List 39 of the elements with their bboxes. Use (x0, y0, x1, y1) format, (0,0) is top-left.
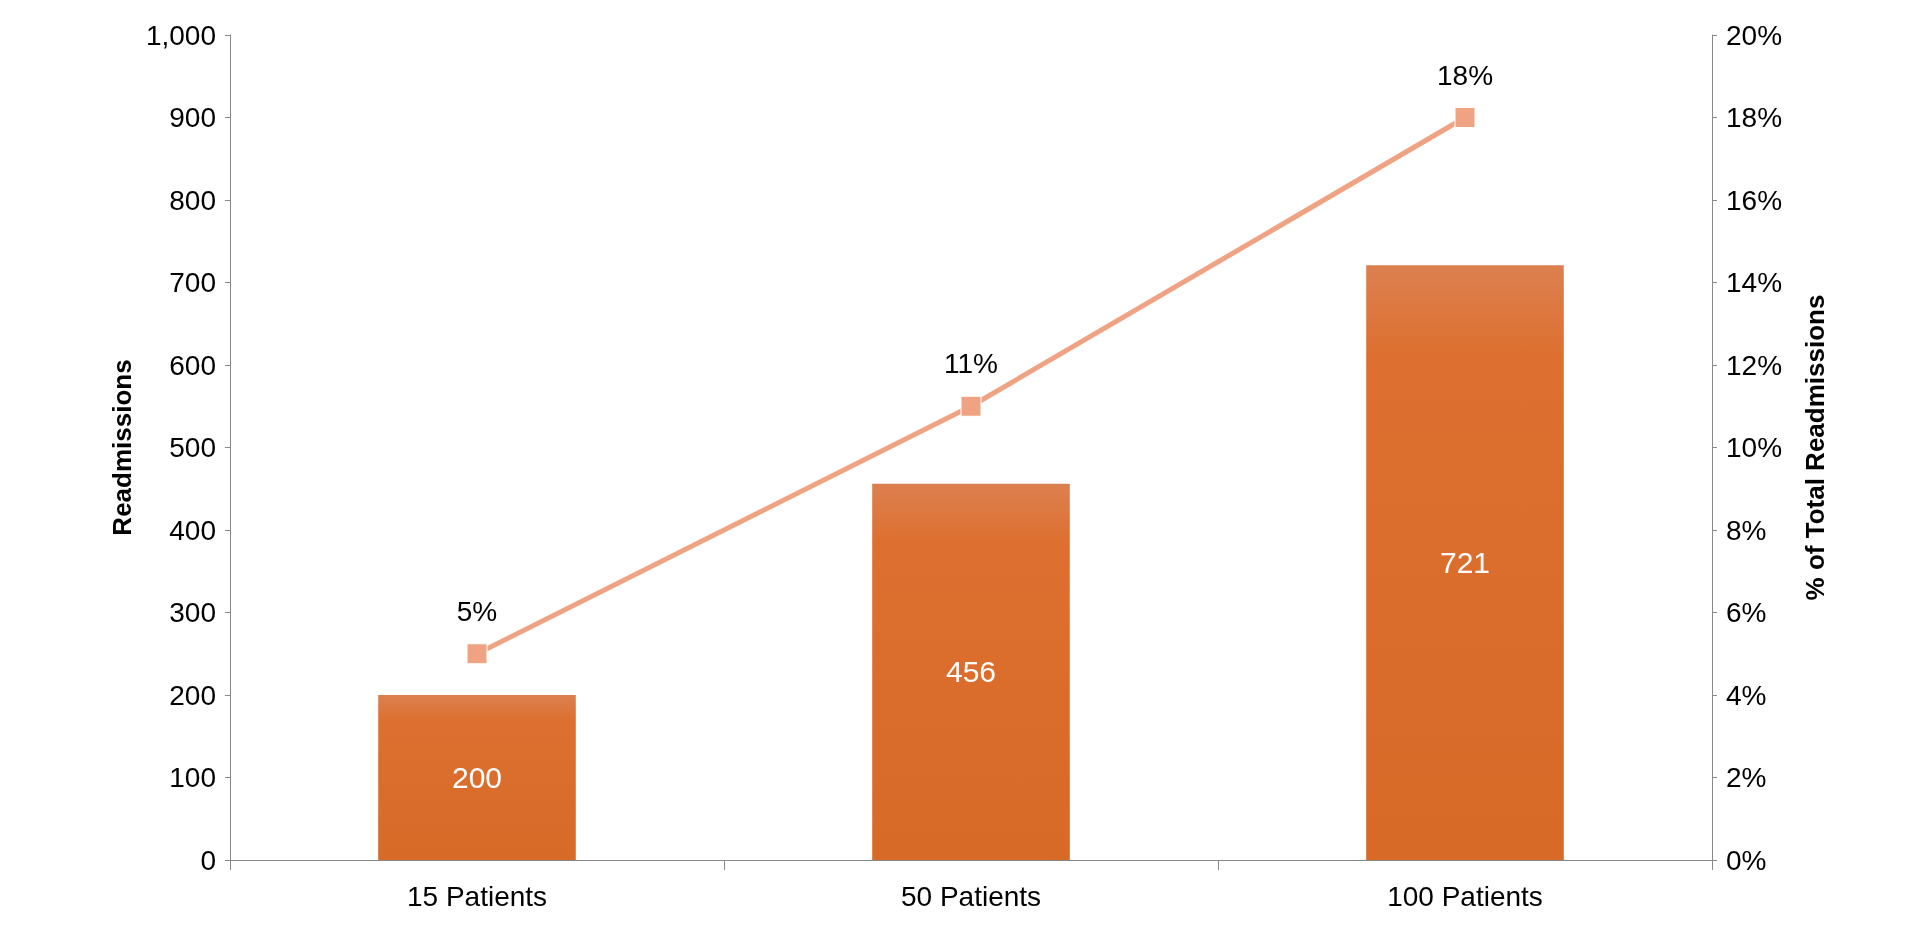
y2-tick-label: 12% (1726, 349, 1783, 381)
y-tick-label: 500 (169, 432, 216, 463)
y2-axis-title: % of Total Readmissions (1800, 294, 1830, 601)
y-tick-label: 600 (169, 349, 216, 381)
y2-tick-label: 6% (1726, 597, 1767, 628)
point (466, 643, 488, 665)
y2-tick-label: 10% (1726, 432, 1783, 463)
point (1454, 107, 1476, 128)
y2-tick-label: 4% (1726, 679, 1767, 711)
y-tick-label: 400 (169, 514, 216, 546)
y2-tick-label: 16% (1726, 184, 1783, 216)
data-label: 18% (1436, 59, 1494, 91)
y-tick-label: 700 (169, 267, 216, 298)
y2-tick-label: 14% (1726, 267, 1783, 298)
bar (378, 695, 576, 860)
data-label: 5% (456, 595, 498, 627)
y2-tick-label: 18% (1726, 102, 1783, 133)
y2-tick-label: 20% (1726, 19, 1783, 51)
x-tick-label: 50 Patients (900, 880, 1042, 912)
y2-tick-label: 2% (1726, 762, 1767, 793)
y-tick-label: 800 (169, 184, 216, 216)
x-tick-label: 15 Patients (406, 880, 548, 912)
data-label: 456 (945, 655, 997, 689)
y-tick-label: 0 (200, 844, 216, 876)
y-tick-label: 200 (169, 679, 216, 711)
data-label: 721 (1439, 546, 1491, 580)
y2-tick-label: 8% (1726, 514, 1767, 546)
y-tick-label: 100 (169, 762, 216, 793)
y-tick-label: 300 (169, 597, 216, 628)
y-tick-label: 1,000 (145, 19, 216, 51)
point (960, 395, 982, 417)
data-label: 200 (451, 761, 503, 794)
y2-tick-label: 0% (1726, 844, 1767, 876)
bar (872, 483, 1070, 860)
bar (1366, 265, 1564, 860)
x-tick-label: 100 Patients (1387, 880, 1543, 912)
y-tick-label: 900 (169, 102, 216, 133)
data-label: 11% (944, 348, 998, 380)
y-axis-title: Readmissions (107, 359, 138, 536)
